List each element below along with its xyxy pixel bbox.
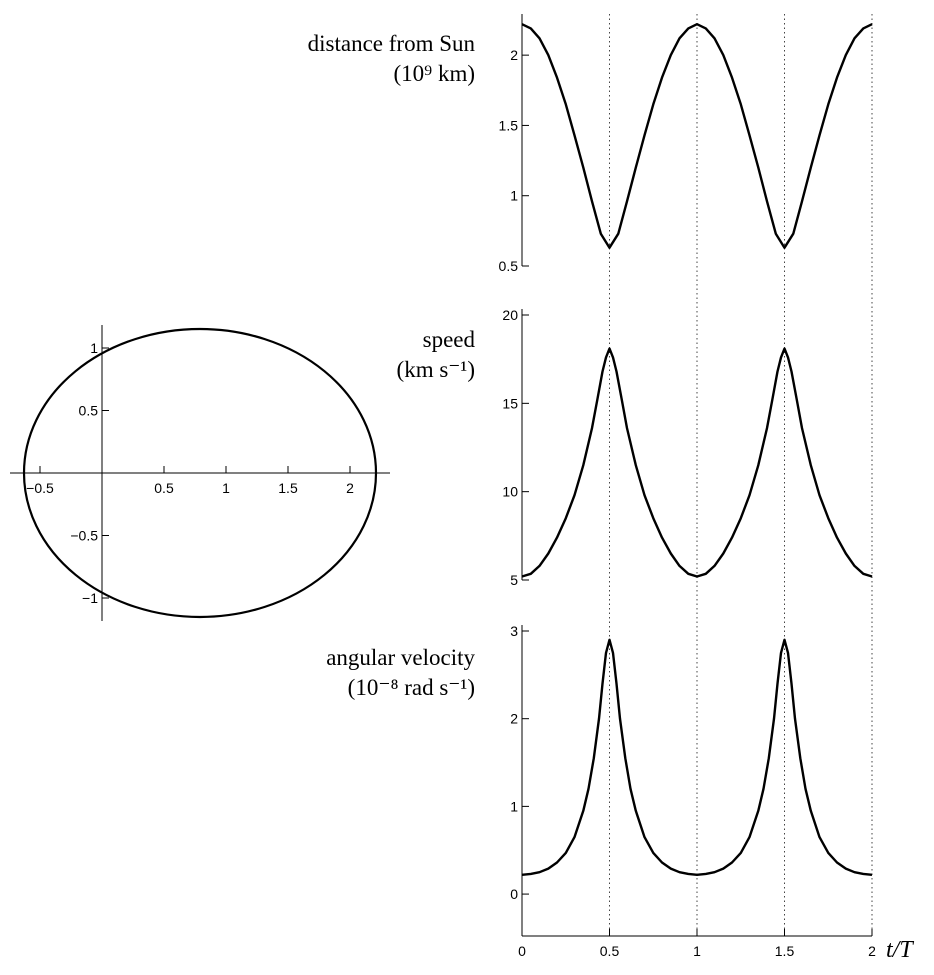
distance-curve bbox=[521, 23, 873, 249]
x-axis-title: t/T bbox=[886, 937, 914, 963]
time-x-tick-label: 1 bbox=[693, 943, 701, 959]
orbit-y-tick-label: 0.5 bbox=[79, 403, 99, 419]
time-x-axis: 0 0.5 1 1.5 2 bbox=[518, 916, 876, 959]
angular-velocity-panel: 0 1 2 3 bbox=[510, 623, 873, 916]
angular-velocity-curve bbox=[521, 638, 873, 876]
distance-panel: 0.5 1 1.5 2 bbox=[499, 14, 873, 274]
orbit-x-tick-label: 1.5 bbox=[278, 480, 298, 496]
orbit-x-tick-label: 2 bbox=[346, 480, 354, 496]
angular-velocity-label-line2: (10⁻⁸ rad s⁻¹) bbox=[348, 675, 475, 700]
distance-label-line1: distance from Sun bbox=[308, 31, 476, 56]
speed-y-tick-label: 10 bbox=[502, 484, 518, 500]
angular-velocity-y-tick-label: 3 bbox=[510, 623, 518, 639]
angular-velocity-label-line1: angular velocity bbox=[326, 645, 475, 670]
distance-y-tick-label: 2 bbox=[510, 47, 518, 63]
angular-velocity-y-tick-label: 2 bbox=[510, 711, 518, 727]
orbit-ellipse bbox=[22, 327, 378, 619]
time-grid-lines bbox=[609, 14, 873, 936]
time-x-tick-label: 2 bbox=[868, 943, 876, 959]
speed-y-tick-label: 20 bbox=[502, 307, 518, 323]
speed-label-line1: speed bbox=[423, 327, 476, 352]
orbit-x-tick-label: 0.5 bbox=[154, 480, 174, 496]
time-x-tick-label: 0 bbox=[518, 943, 526, 959]
orbit-x-tick-label: 1 bbox=[222, 480, 230, 496]
time-series-panels: 0.5 1 1.5 2 5 10 15 20 0 1 2 3 0 0.5 1 1.5 2 bbox=[499, 14, 876, 959]
speed-panel: 5 10 15 20 bbox=[502, 307, 873, 588]
distance-label-line2: (10⁹ km) bbox=[394, 61, 475, 86]
speed-label-line2: (km s⁻¹) bbox=[397, 357, 475, 382]
speed-y-tick-label: 15 bbox=[502, 395, 518, 411]
distance-y-tick-label: 1 bbox=[510, 188, 518, 204]
time-x-tick-label: 0.5 bbox=[600, 943, 620, 959]
orbit-x-tick-label: −0.5 bbox=[26, 480, 54, 496]
distance-y-tick-label: 1.5 bbox=[499, 117, 519, 133]
distance-y-tick-label: 0.5 bbox=[499, 258, 519, 274]
time-x-tick-label: 1.5 bbox=[775, 943, 795, 959]
speed-curve bbox=[521, 347, 873, 578]
orbit-panel: −0.5 0.5 1 1.5 2 −1 −0.5 0.5 1 bbox=[10, 325, 390, 621]
angular-velocity-y-tick-label: 1 bbox=[510, 798, 518, 814]
orbit-ticks: −0.5 0.5 1 1.5 2 −1 −0.5 0.5 1 bbox=[26, 340, 354, 606]
orbit-y-tick-label: −0.5 bbox=[70, 528, 98, 544]
angular-velocity-y-tick-label: 0 bbox=[510, 886, 518, 902]
orbit-y-tick-label: 1 bbox=[90, 340, 98, 356]
orbit-y-tick-label: −1 bbox=[82, 590, 98, 606]
speed-y-tick-label: 5 bbox=[510, 572, 518, 588]
